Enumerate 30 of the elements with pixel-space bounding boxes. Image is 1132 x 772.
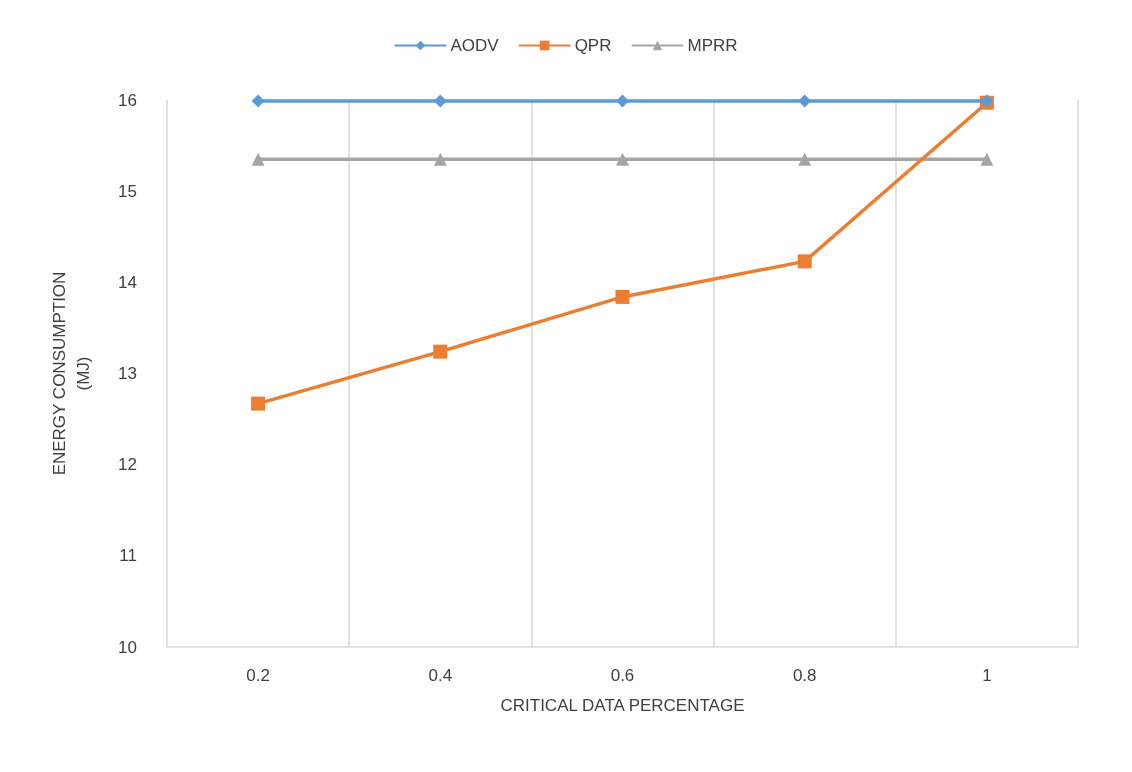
y-tick-label: 10 <box>118 637 137 657</box>
y-tick-label: 12 <box>118 455 137 475</box>
x-tick-label: 0.8 <box>792 666 817 685</box>
point <box>798 94 812 108</box>
point <box>251 152 265 166</box>
point <box>797 254 812 269</box>
point <box>615 289 630 304</box>
y-tick-label: 13 <box>118 364 137 383</box>
point <box>251 396 266 411</box>
point <box>616 152 629 166</box>
y-tick-label: 15 <box>118 181 137 201</box>
y-tick-label: 16 <box>118 90 137 110</box>
x-tick-label: 1 <box>982 666 992 685</box>
point <box>433 344 448 359</box>
x-axis-title: CRITICAL DATA PERCENTAGE <box>500 696 745 715</box>
point <box>980 152 994 166</box>
x-tick-label: 0.2 <box>246 666 270 685</box>
y-axis-title: ENERGY CONSUMPTION (MJ) <box>49 271 93 476</box>
y-tick-label: 11 <box>119 546 137 566</box>
x-tick-label: 0.4 <box>428 666 453 685</box>
point <box>251 94 265 108</box>
point <box>616 94 629 108</box>
point <box>433 94 447 108</box>
legend-label: AODV <box>450 36 500 55</box>
point <box>433 152 447 166</box>
legend-label: QPR <box>574 36 612 55</box>
legend-label: MPRR <box>687 36 738 55</box>
x-tick-label: 0.6 <box>610 666 635 685</box>
point <box>798 152 812 166</box>
y-tick-label: 14 <box>118 272 137 292</box>
